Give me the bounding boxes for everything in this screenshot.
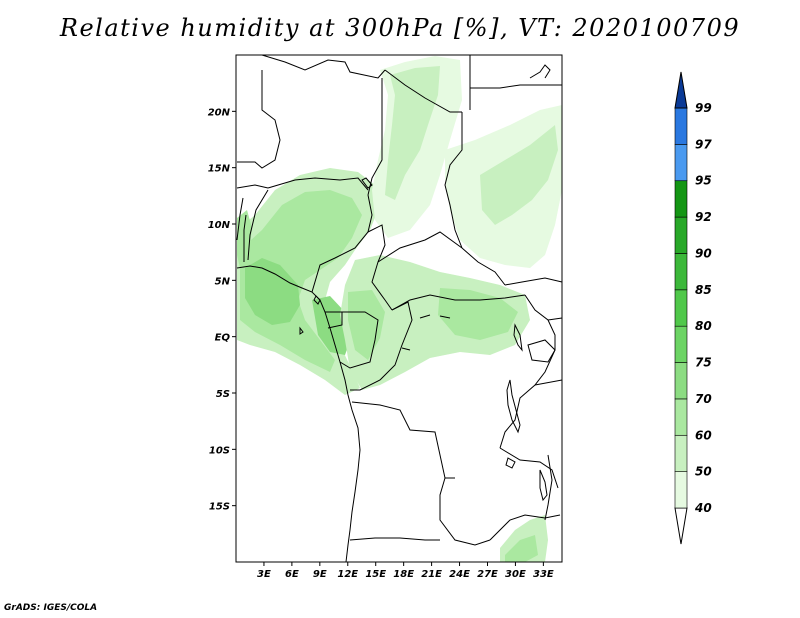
- humidity-region-southeast-inner: [505, 535, 538, 562]
- humidity-region-west-core: [245, 258, 300, 325]
- humidity-region-congo: [340, 255, 530, 390]
- lon-tick-label: 30E: [505, 569, 526, 580]
- border-car-sudan: [461, 247, 506, 286]
- colorbar-label: 80: [695, 319, 712, 333]
- lon-tick-label: 12E: [337, 569, 358, 580]
- lon-tick-label: 6E: [285, 569, 299, 580]
- colorbar-label: 50: [695, 465, 712, 479]
- border-eq-guinea: [325, 311, 343, 329]
- border-niger-nigeria: [267, 177, 369, 191]
- bioko-island: [313, 295, 321, 305]
- humidity-region-east-inner: [480, 125, 558, 225]
- border-benin: [247, 189, 269, 261]
- border-gabon: [339, 311, 379, 369]
- border-mali-niger: [237, 70, 281, 169]
- colorbar-lower-arrow: [674, 507, 688, 545]
- lake-malawi: [539, 469, 548, 502]
- colorbar-label: 99: [695, 101, 712, 115]
- lake-victoria: [527, 339, 556, 363]
- border-north-1: [237, 54, 386, 79]
- border-sudan-east: [504, 277, 563, 286]
- border-burkina: [236, 184, 269, 189]
- lake-chad: [361, 177, 373, 189]
- border-zimbabwe: [489, 514, 561, 541]
- longitude-axis: 3E 6E 9E 12E 15E 18E 21E 24E 27E 30E 33E: [257, 562, 554, 580]
- grads-credit: GrADS: IGES/COLA: [4, 603, 98, 613]
- border-car-drc: [391, 294, 526, 311]
- colorbar-label: 92: [695, 210, 712, 224]
- humidity-field: [237, 56, 562, 562]
- border-namibia: [349, 537, 440, 541]
- colorbar-label: 90: [695, 246, 712, 260]
- colorbar-segment: [674, 398, 688, 436]
- border-togo: [243, 214, 247, 262]
- border-zambia-tz: [499, 447, 559, 489]
- colorbar-label: 97: [695, 137, 712, 151]
- lon-tick-label: 9E: [313, 569, 327, 580]
- colorbar-upper-arrow: [674, 71, 688, 109]
- colorbar-segment: [674, 325, 688, 363]
- colorbar-segment: [674, 471, 688, 509]
- colorbar-segment: [674, 253, 688, 291]
- colorbar-label: 70: [695, 392, 712, 406]
- border-chad-sudan: [444, 112, 463, 249]
- lon-tick-label: 27E: [477, 569, 498, 580]
- lat-tick-label: 15N: [208, 164, 231, 175]
- lake-mweru: [505, 457, 516, 469]
- colorbar-segment: [674, 289, 688, 327]
- lat-tick-label: 10S: [209, 445, 230, 456]
- colorbar-label: 40: [694, 501, 712, 515]
- lon-tick-label: 3E: [257, 569, 271, 580]
- colorbar-segment: [674, 107, 688, 145]
- border-congo-drc: [350, 301, 413, 391]
- colorbar-label: 75: [695, 356, 712, 370]
- lon-tick-label: 21E: [421, 569, 442, 580]
- border-drc-angola: [351, 401, 455, 479]
- lon-tick-label: 33E: [533, 569, 554, 580]
- border-ghana: [236, 197, 244, 241]
- lake-albert: [513, 323, 523, 352]
- map-frame: [235, 54, 563, 563]
- lon-tick-label: 24E: [449, 569, 470, 580]
- country-borders: [236, 54, 563, 563]
- colorbar-segment: [674, 180, 688, 218]
- sao-tome-island: [299, 326, 304, 335]
- humidity-region-congo-inner: [438, 288, 518, 340]
- colorbar-segment: [674, 362, 688, 400]
- colorbar-segment: [674, 434, 688, 472]
- humidity-region-congo-west: [348, 290, 385, 360]
- colorbar-segment: [674, 144, 688, 182]
- humidity-region-west-inner: [240, 190, 362, 372]
- colorbar: 40 50 60 70 75 80 85 90 92 95 97 99: [674, 71, 712, 545]
- border-angola-zambia: [439, 477, 491, 546]
- colorbar-label: 85: [695, 283, 712, 297]
- lake-tanganyika: [506, 379, 521, 434]
- lon-tick-label: 18E: [393, 569, 414, 580]
- humidity-region-north-plume-inner: [385, 66, 440, 200]
- lat-tick-label: 5S: [216, 389, 230, 400]
- lat-tick-label: 15S: [209, 502, 230, 513]
- border-drc-east: [499, 294, 556, 449]
- lon-tick-label: 15E: [365, 569, 386, 580]
- colorbar-label: 95: [695, 174, 712, 188]
- border-chad-car: [377, 231, 463, 263]
- lat-tick-label: 20N: [208, 107, 231, 118]
- lat-tick-label: EQ: [215, 333, 231, 344]
- lat-tick-label: 5N: [215, 276, 231, 287]
- latitude-axis: 20N 15N 10N 5N EQ 5S 10S 15S: [208, 107, 236, 513]
- border-egypt-sudan: [470, 84, 562, 89]
- lat-tick-label: 10N: [208, 220, 231, 231]
- border-north-2: [384, 69, 462, 113]
- border-nigeria-cameroon: [311, 194, 373, 293]
- border-malawi: [544, 454, 553, 521]
- border-tanzania: [534, 379, 563, 386]
- colorbar-segment: [674, 216, 688, 254]
- colorbar-label: 60: [695, 428, 712, 442]
- border-uganda-kenya: [547, 317, 563, 321]
- nile-coast: [529, 64, 551, 79]
- islands-congo-river: [401, 314, 451, 351]
- map-title: Relative humidity at 300hPa [%], VT: 202…: [59, 14, 741, 42]
